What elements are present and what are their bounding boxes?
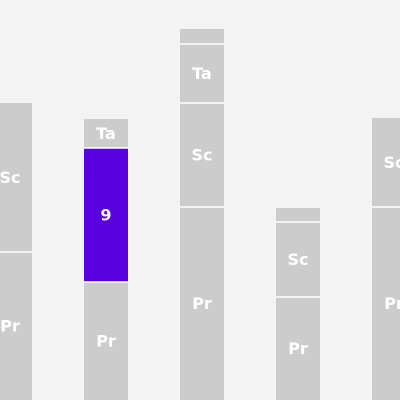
segment-label: Sc xyxy=(383,153,400,172)
segment-label: Pr xyxy=(288,339,308,358)
stack-3: Pr Sc xyxy=(276,208,320,400)
stack-4: Pr Sc xyxy=(372,118,400,400)
stack-1: Pr 9 Ta xyxy=(84,119,128,400)
bar-segment[interactable] xyxy=(276,208,320,222)
stack-0: Pr Sc xyxy=(0,103,32,400)
segment-label: Pr xyxy=(96,332,116,351)
segment-label: Ta xyxy=(192,64,212,83)
segment-label: Pr xyxy=(0,317,20,336)
segment-label: Pr xyxy=(192,294,212,313)
segment-label: Sc xyxy=(191,146,212,165)
segment-label: Sc xyxy=(287,250,308,269)
segment-label: Sc xyxy=(0,168,21,187)
segment-label: 9 xyxy=(100,206,111,225)
bar-segment[interactable] xyxy=(180,29,224,44)
segment-label: Pr xyxy=(384,294,400,313)
segment-label: Ta xyxy=(96,124,116,143)
stack-2: Pr Sc Ta xyxy=(180,29,224,400)
